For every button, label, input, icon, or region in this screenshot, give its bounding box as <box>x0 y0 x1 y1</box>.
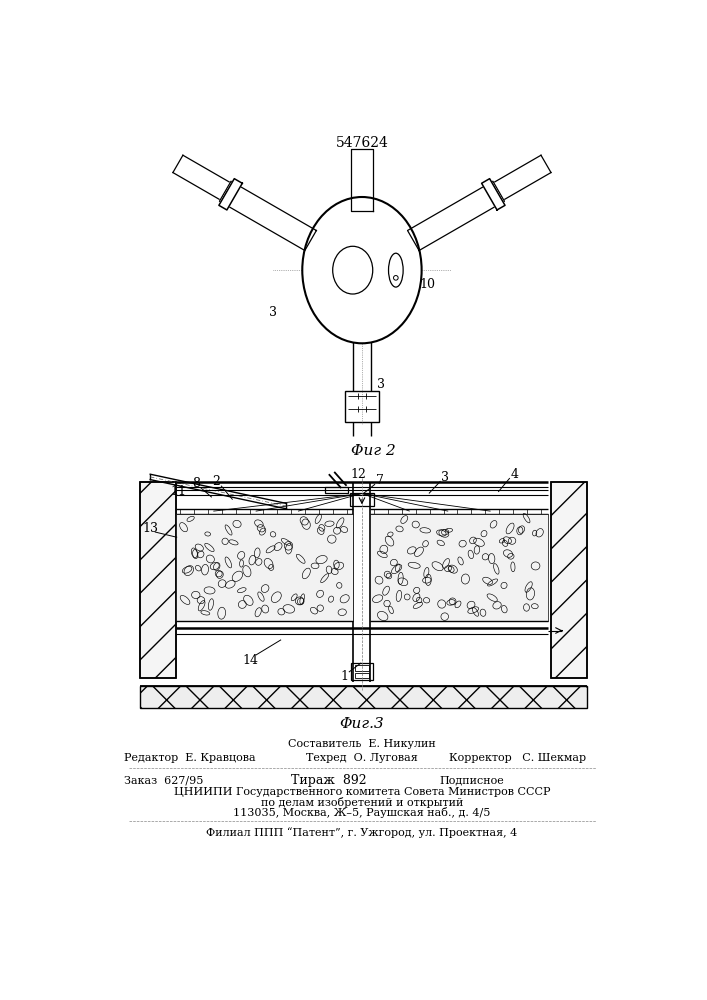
Text: Филиал ППП “Патент”, г. Ужгород, ул. Проектная, 4: Филиал ППП “Патент”, г. Ужгород, ул. Про… <box>206 827 518 838</box>
Ellipse shape <box>394 276 398 280</box>
Bar <box>370 514 549 620</box>
Polygon shape <box>219 179 243 210</box>
Ellipse shape <box>303 197 421 343</box>
Polygon shape <box>219 181 316 251</box>
Text: 7: 7 <box>375 474 384 487</box>
Bar <box>325 487 348 493</box>
Text: Составитель  Е. Никулин: Составитель Е. Никулин <box>288 739 436 749</box>
Bar <box>176 514 354 620</box>
Text: 10: 10 <box>419 278 436 291</box>
Text: Φиг.3: Φиг.3 <box>339 717 385 731</box>
Bar <box>140 482 176 678</box>
Text: ЦНИИПИ Государственного комитета Совета Министров СССР: ЦНИИПИ Государственного комитета Совета … <box>174 787 550 797</box>
Bar <box>351 493 373 506</box>
Ellipse shape <box>333 246 373 294</box>
Text: 2: 2 <box>213 475 221 488</box>
Text: Подписное: Подписное <box>439 776 503 786</box>
Text: 113035, Москва, Ж–5, Раушская наб., д. 4/5: 113035, Москва, Ж–5, Раушская наб., д. 4… <box>233 807 491 818</box>
Bar <box>551 482 587 678</box>
Bar <box>351 663 373 680</box>
Text: 13: 13 <box>142 522 158 535</box>
Polygon shape <box>407 181 504 251</box>
Bar <box>355 665 369 671</box>
Text: Тираж  892: Тираж 892 <box>291 774 367 787</box>
Text: 1: 1 <box>340 670 349 683</box>
Text: 14: 14 <box>243 654 258 667</box>
Text: 12: 12 <box>350 468 366 481</box>
Bar <box>345 391 379 422</box>
Bar <box>551 482 587 678</box>
Text: Редактор  Е. Кравцова: Редактор Е. Кравцова <box>124 753 256 763</box>
Text: 3: 3 <box>269 306 277 319</box>
Text: 547624: 547624 <box>336 136 388 150</box>
Text: по делам изобретений и открытий: по делам изобретений и открытий <box>261 797 463 808</box>
Text: Техред  О. Луговая: Техред О. Луговая <box>306 753 418 763</box>
Text: Заказ  627/95: Заказ 627/95 <box>124 776 203 786</box>
Bar <box>140 482 176 678</box>
Polygon shape <box>481 179 505 210</box>
Text: 4: 4 <box>510 468 518 481</box>
Polygon shape <box>351 149 373 211</box>
Bar <box>140 686 587 708</box>
Text: 11: 11 <box>170 485 187 498</box>
Text: 3: 3 <box>378 378 385 391</box>
Text: Корректор   С. Шекмар: Корректор С. Шекмар <box>449 753 586 763</box>
Bar <box>355 673 369 678</box>
Text: 3: 3 <box>441 471 449 484</box>
Text: 8: 8 <box>192 477 199 490</box>
Text: Φиг 2: Φиг 2 <box>351 444 396 458</box>
Ellipse shape <box>389 253 403 287</box>
